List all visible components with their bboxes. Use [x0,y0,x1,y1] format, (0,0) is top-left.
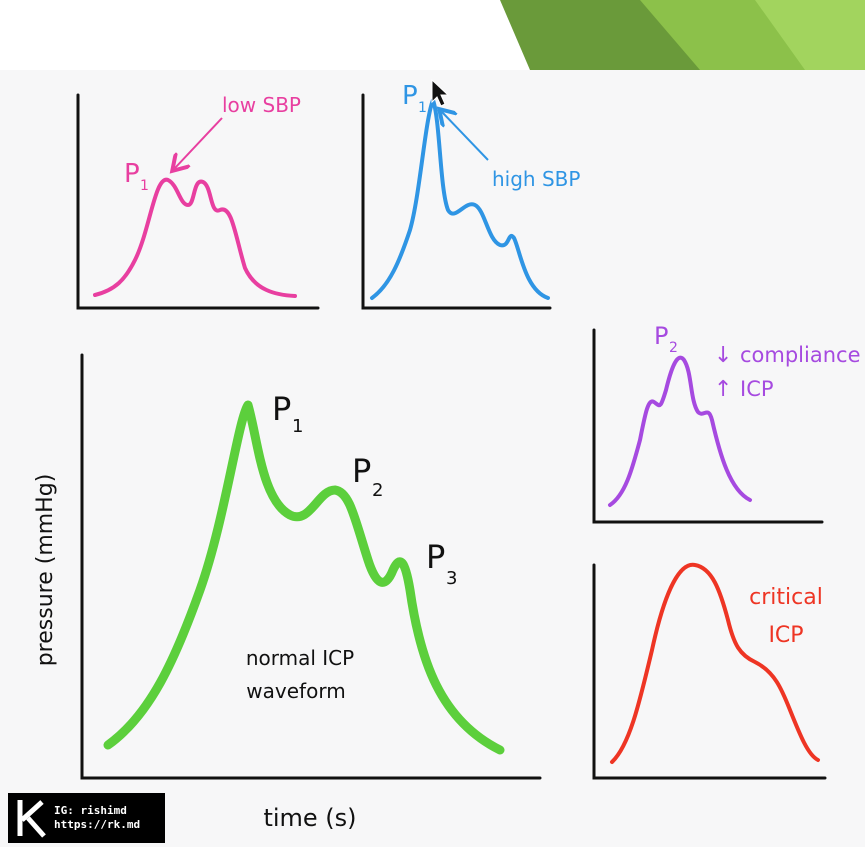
main-peak3-label: P [426,538,445,576]
low-sbp-arrow [175,117,223,168]
normal-icp-waveform [103,400,505,755]
watermark-url: https://rk.md [54,818,141,831]
critical-text-line1: critical [749,585,823,610]
high-sbp-peak-subscript: 1 [418,100,427,116]
x-axis-label: time (s) [263,804,356,832]
y-axis-label: pressure (mmHg) [33,474,58,667]
main-peak3-subscript: 3 [446,568,457,589]
rk-logo-icon [17,800,46,838]
compliance-axes [592,328,824,524]
compliance-waveform [608,355,752,507]
critical-waveform [610,562,820,764]
panel-normal-icp: P 1 P 2 P 3 normal ICP waveform pressure… [33,353,542,832]
main-peak1-label: P [272,390,291,428]
mouse-cursor-icon [431,78,450,107]
critical-text-line2: ICP [768,623,803,648]
main-axes [80,353,542,780]
panel-low-sbp: P 1 low SBP [76,93,320,310]
compliance-peak-subscript: 2 [669,340,678,356]
main-peak2-subscript: 2 [372,480,383,501]
high-sbp-annotation: high SBP [492,167,580,191]
main-caption-line2: waveform [246,679,345,703]
main-peak1-subscript: 1 [292,416,303,437]
critical-axes [592,563,827,780]
panel-high-sbp-axes [361,93,552,310]
low-sbp-peak-subscript: 1 [140,178,149,194]
high-sbp-waveform [370,98,550,300]
compliance-icp-text: ICP [740,377,774,401]
main-caption-line1: normal ICP [246,646,354,670]
panel-decreased-compliance: P 2 ↓ compliance ↑ ICP [592,322,861,524]
main-peak2-label: P [352,452,371,490]
high-sbp-arrow [442,112,489,161]
panel-high-sbp: P 1 high SBP [361,81,580,310]
watermark-instagram: IG: rishimd [54,804,127,817]
panel-low-sbp-axes [76,93,320,310]
panel-critical-icp: critical ICP [592,562,827,780]
low-sbp-peak-label: P [124,159,140,189]
compliance-arrow-down: ↓ [714,343,732,368]
compliance-arrow-up: ↑ [714,377,732,402]
compliance-peak-label: P [654,322,668,350]
compliance-text: compliance [740,343,861,367]
low-sbp-waveform [93,177,297,298]
high-sbp-peak-label: P [402,81,418,111]
low-sbp-annotation: low SBP [222,93,301,117]
watermark: IG: rishimd https://rk.md [8,793,165,843]
